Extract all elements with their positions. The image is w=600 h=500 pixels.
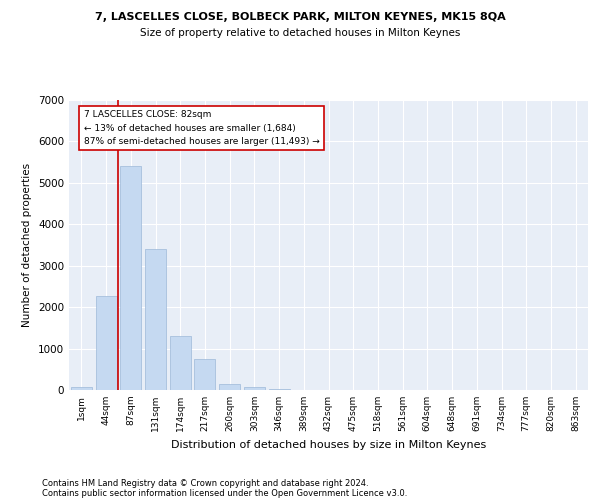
Text: 7 LASCELLES CLOSE: 82sqm
← 13% of detached houses are smaller (1,684)
87% of sem: 7 LASCELLES CLOSE: 82sqm ← 13% of detach… [84,110,320,146]
X-axis label: Distribution of detached houses by size in Milton Keynes: Distribution of detached houses by size … [171,440,486,450]
Text: 7, LASCELLES CLOSE, BOLBECK PARK, MILTON KEYNES, MK15 8QA: 7, LASCELLES CLOSE, BOLBECK PARK, MILTON… [95,12,505,22]
Text: Contains HM Land Registry data © Crown copyright and database right 2024.: Contains HM Land Registry data © Crown c… [42,478,368,488]
Bar [194,359,215,390]
Bar [71,387,92,390]
Bar [120,166,141,390]
Bar [170,336,191,390]
Bar [95,296,116,390]
Bar [219,384,240,390]
Text: Contains public sector information licensed under the Open Government Licence v3: Contains public sector information licen… [42,488,407,498]
Bar [269,389,290,390]
Bar [145,249,166,390]
Bar [244,386,265,390]
Text: Size of property relative to detached houses in Milton Keynes: Size of property relative to detached ho… [140,28,460,38]
Y-axis label: Number of detached properties: Number of detached properties [22,163,32,327]
